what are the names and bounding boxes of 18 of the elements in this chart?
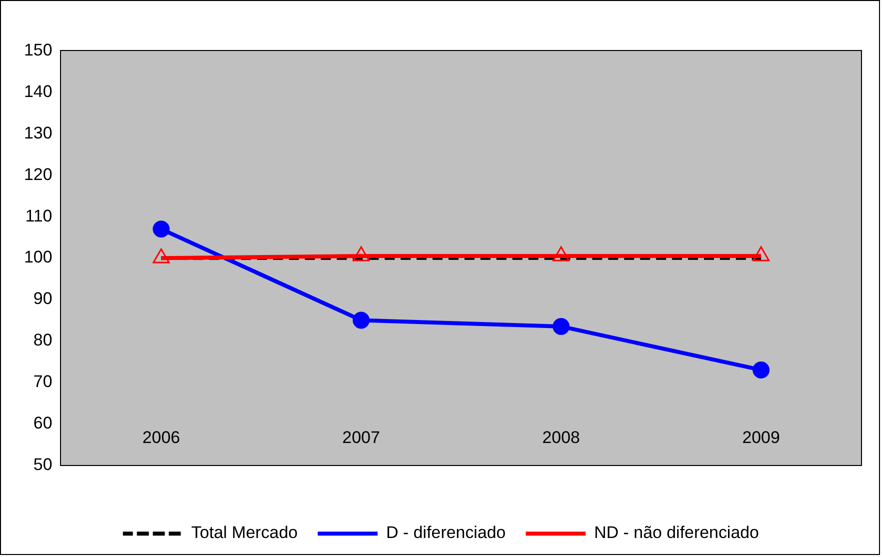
legend-label: Total Mercado xyxy=(191,523,298,542)
x-tick-label: 2009 xyxy=(742,428,780,448)
y-tick-label: 50 xyxy=(33,455,52,474)
y-tick-label: 120 xyxy=(24,164,52,184)
y-tick-label: 130 xyxy=(24,123,52,142)
x-tick-label: 2008 xyxy=(542,428,580,448)
x-tick-label: 2006 xyxy=(142,428,180,448)
x-tick-label: 2007 xyxy=(342,428,380,448)
y-tick-label: 70 xyxy=(33,372,52,392)
legend-label: D - diferenciado xyxy=(386,523,506,542)
y-tick-label: 80 xyxy=(33,330,52,350)
y-tick-label: 110 xyxy=(25,206,52,226)
y-tick-label: 140 xyxy=(24,82,52,101)
y-tick-label: 150 xyxy=(24,40,52,60)
legend-label: ND - não diferenciado xyxy=(594,523,759,542)
y-tick-label: 90 xyxy=(33,289,52,308)
y-tick-label: 100 xyxy=(24,248,52,267)
y-tick-label: 60 xyxy=(33,414,52,433)
